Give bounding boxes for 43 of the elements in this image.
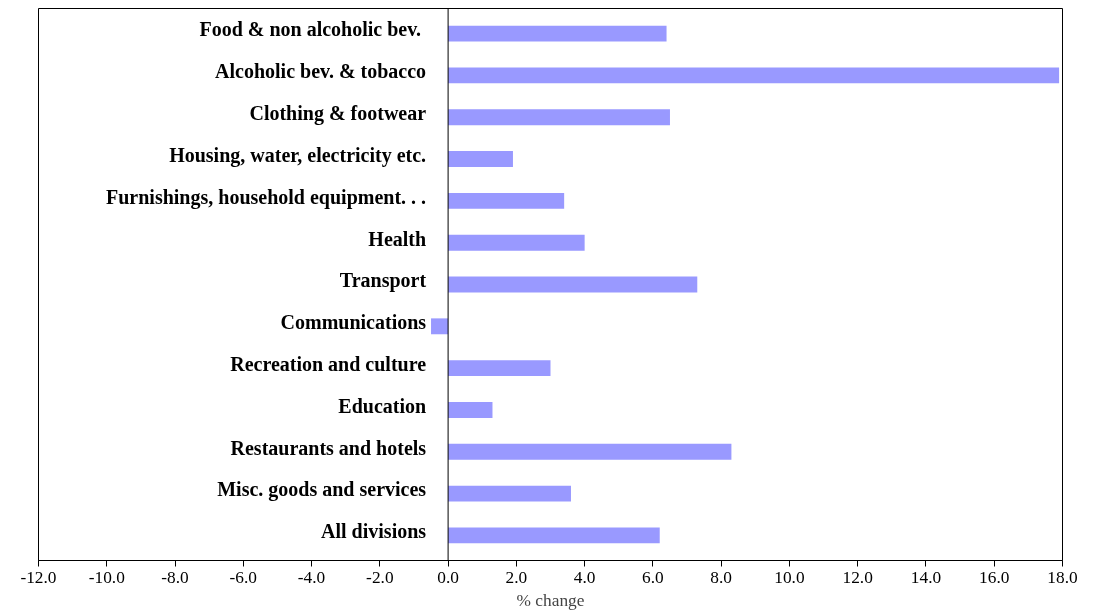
x-tick-label: 12.0 xyxy=(842,567,873,587)
x-tick-label: -12.0 xyxy=(20,567,57,587)
y-tick-label: Housing, water, electricity etc. xyxy=(169,143,427,167)
y-tick-label: Communications xyxy=(280,311,427,334)
x-tick-label: 10.0 xyxy=(774,567,805,587)
x-tick-label: 18.0 xyxy=(1047,567,1078,587)
x-tick-label: 14.0 xyxy=(910,567,942,587)
y-tick-label: Clothing & footwear xyxy=(249,102,427,126)
x-tick-label: 16.0 xyxy=(979,567,1010,587)
x-tick-label: 8.0 xyxy=(710,567,733,587)
bar xyxy=(448,25,667,42)
y-tick-label: Transport xyxy=(339,269,427,293)
x-tick-label: -6.0 xyxy=(229,567,258,587)
bar xyxy=(448,485,571,502)
y-tick-label: Alcoholic bev. & tobacco xyxy=(215,60,427,83)
bar xyxy=(448,234,585,251)
y-tick-label: Recreation and culture xyxy=(230,352,427,375)
x-tick-label: -10.0 xyxy=(88,567,125,587)
y-tick-label: Misc. goods and services xyxy=(217,478,427,502)
y-tick-label: Health xyxy=(368,227,427,250)
y-tick-label: Food & non alcoholic bev. xyxy=(199,18,422,41)
x-tick-label: -2.0 xyxy=(366,567,394,587)
bar xyxy=(448,276,698,293)
x-axis-title: % change xyxy=(516,590,585,610)
y-tick-label: Restaurants and hotels xyxy=(230,436,427,459)
x-tick-label: 6.0 xyxy=(642,567,664,587)
bar xyxy=(448,67,1060,84)
bar xyxy=(448,109,670,126)
y-tick-label: Education xyxy=(338,394,427,417)
y-tick-label: All divisions xyxy=(321,520,427,543)
x-tick-label: -8.0 xyxy=(161,567,189,587)
x-tick-label: 0.0 xyxy=(437,567,459,587)
x-tick-label: 4.0 xyxy=(573,567,596,587)
bar xyxy=(448,151,513,167)
bar xyxy=(431,318,449,335)
x-tick-label: -4.0 xyxy=(297,567,326,587)
x-tick-label: 2.0 xyxy=(505,567,528,587)
bar xyxy=(448,402,493,418)
bar xyxy=(448,443,732,460)
bar xyxy=(448,192,565,209)
bar xyxy=(448,527,660,544)
bar xyxy=(448,360,551,377)
y-tick-label: Furnishings, household equipment. . . xyxy=(106,185,427,209)
